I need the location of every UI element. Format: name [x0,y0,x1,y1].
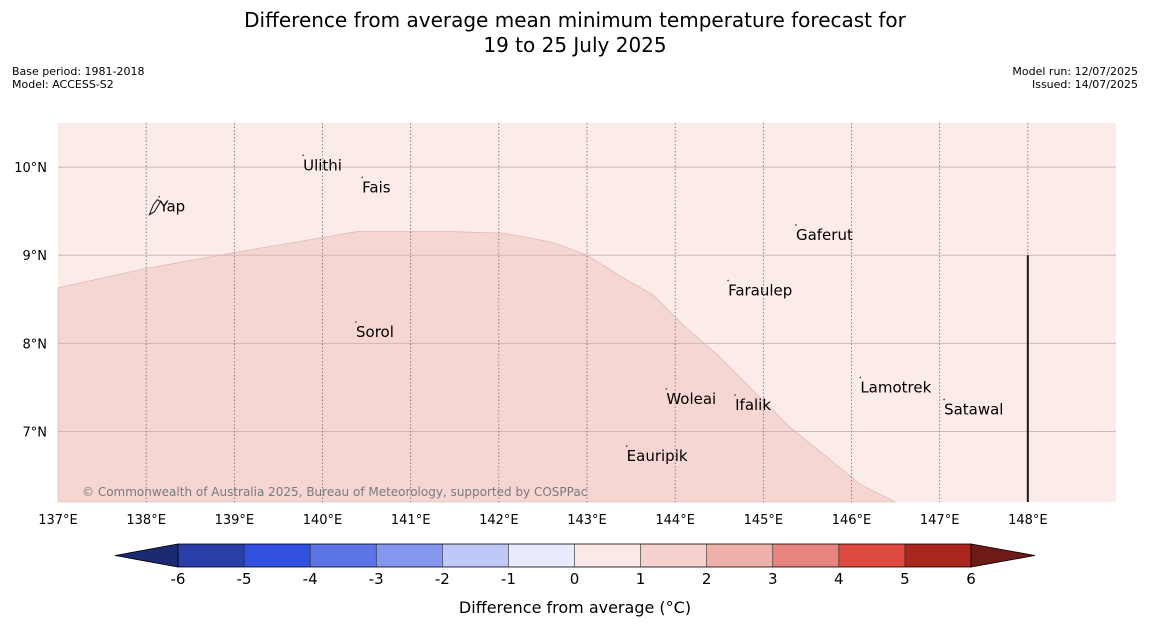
island-marker [361,176,363,179]
yap-island-outline [148,199,162,216]
colorbar-segment [442,544,509,567]
colorbar-tick-label: 6 [966,570,976,588]
lon-tick-label: 146°E [832,513,872,528]
colorbar-tick-label: -1 [501,570,516,588]
island-marker [625,445,628,447]
place-label: Faraulep [728,281,792,299]
island-marker [302,154,304,157]
colorbar-label: Difference from average (°C) [458,598,692,617]
place-label: Satawal [944,400,1003,418]
lon-tick-label: 147°E [920,513,960,528]
colorbar-segment [574,544,641,567]
place-label: Woleai [666,390,716,408]
lat-tick-label: 9°N [23,249,48,264]
lon-tick-label: 137°E [38,513,78,528]
colorbar-tick-label: 0 [570,570,580,588]
colorbar-tick-label: -5 [237,570,252,588]
lon-tick-label: 142°E [479,513,519,528]
colorbar-tick-label: -6 [171,570,186,588]
base-period: Base period: 1981-2018 [12,65,145,78]
meta-right: Model run: 12/07/2025 Issued: 14/07/2025 [1012,65,1138,91]
lon-tick-label: 139°E [215,513,255,528]
island-marker [158,195,161,198]
colorbar-tick-label: 2 [702,570,712,588]
issued-date: Issued: 14/07/2025 [1031,78,1138,91]
colorbar-segment [772,544,840,567]
island-marker [859,376,862,379]
lon-tick-label: 144°E [655,513,695,528]
colorbar-tick-label: 1 [636,570,646,588]
place-label: Ulithi [303,156,342,174]
place-label: Eauripik [627,447,688,465]
title-line-2: 19 to 25 July 2025 [483,33,667,57]
colorbar-tick-label: 5 [900,570,910,588]
colorbar-segment [178,544,245,567]
place-label: Gaferut [796,226,853,244]
meta-left: Base period: 1981-2018 Model: ACCESS-S2 [12,65,144,91]
colorbar-segment [244,544,311,567]
colorbar-segment [904,544,972,567]
place-label: Fais [362,178,391,196]
title-line-1: Difference from average mean minimum tem… [244,8,906,32]
place-label: Sorol [356,323,394,341]
colorbar-segment [706,544,774,567]
lat-tick-label: 8°N [23,337,48,352]
lon-tick-label: 140°E [303,513,343,528]
colorbar-tick-label: 3 [768,570,778,588]
map-title: Difference from average mean minimum tem… [0,8,1150,58]
lon-tick-label: 145°E [744,513,784,528]
anomaly-region [57,231,896,503]
colorbar-tick-label: -4 [303,570,318,588]
island-marker [795,224,797,226]
lon-tick-label: 141°E [391,513,431,528]
colorbar-segment [310,544,377,567]
place-label: Yap [158,198,185,216]
colorbar-segment [376,544,443,567]
lon-tick-label: 143°E [567,513,607,528]
copyright-text: © Commonwealth of Australia 2025, Bureau… [82,485,587,499]
island-marker [734,394,736,396]
island-marker [943,398,945,401]
island-marker [727,279,729,282]
lon-tick-label: 148°E [1008,513,1048,528]
colorbar-tick-label: -2 [435,570,450,588]
model-name: Model: ACCESS-S2 [12,78,114,91]
model-run: Model run: 12/07/2025 [1012,65,1138,78]
island-marker [665,388,668,390]
colorbar-tick-label: 4 [834,570,844,588]
place-label: Lamotrek [860,378,931,396]
lon-tick-label: 138°E [126,513,166,528]
colorbar-segment [838,544,906,567]
colorbar-under-arrow [114,543,179,568]
island-marker [355,321,357,323]
lat-tick-label: 10°N [14,161,47,176]
colorbar-over-arrow [970,543,1036,568]
colorbar-frame [177,543,972,568]
colorbar-segment [640,544,707,567]
colorbar-segment [508,544,575,567]
lat-tick-label: 7°N [23,425,48,440]
colorbar-tick-label: -3 [369,570,384,588]
place-label: Ifalik [735,396,771,414]
